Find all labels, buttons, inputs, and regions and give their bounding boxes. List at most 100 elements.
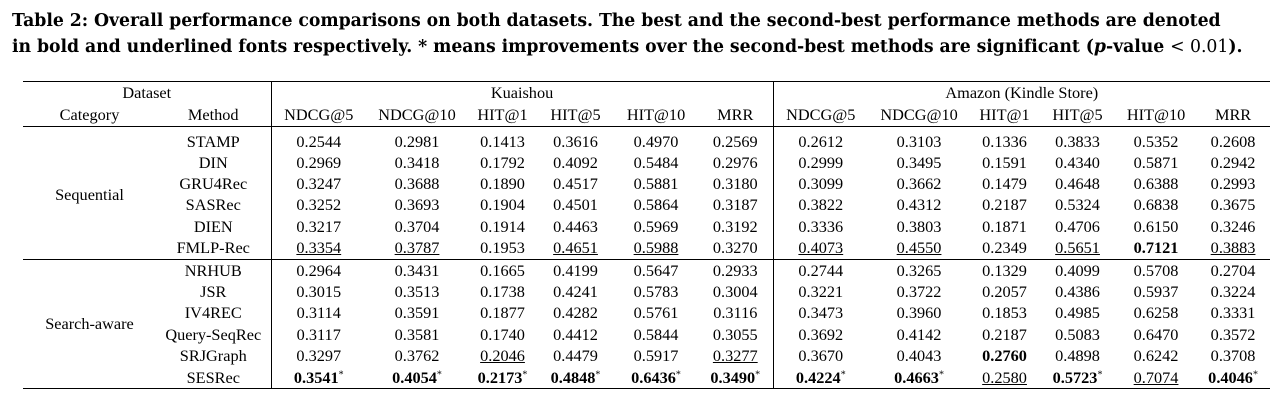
- value-text: 0.6470: [1133, 324, 1179, 344]
- value-text: 0.5651: [1055, 238, 1100, 258]
- value-text: 0.4199: [553, 260, 598, 280]
- value-text: 0.3762: [394, 346, 440, 366]
- value-cell: 0.2704: [1196, 259, 1270, 281]
- value-text: 0.4412: [553, 324, 598, 344]
- value-cell: 0.3246: [1196, 216, 1270, 237]
- value-cell: 0.2349: [970, 237, 1040, 260]
- value-text: 0.1792: [480, 152, 525, 172]
- value-cell: 0.3114: [271, 303, 366, 324]
- metric-header: HIT@5: [537, 104, 615, 127]
- value-text: 0.3581: [394, 324, 440, 344]
- amazon-header: Amazon (Kindle Store): [773, 81, 1271, 104]
- value-text: 0.3541: [293, 367, 339, 387]
- value-cell: 0.4479: [537, 346, 614, 367]
- value-cell: 0.2187: [970, 195, 1039, 216]
- value-text: 0.5844: [633, 324, 679, 344]
- value-cell: 0.3513: [366, 281, 468, 302]
- method-cell: FMLP-Rec: [156, 237, 272, 260]
- value-cell: 0.1914: [468, 216, 537, 237]
- value-text: 0.5969: [633, 216, 679, 236]
- value-cell: 0.4224*: [773, 366, 869, 390]
- value-cell: 0.4517: [537, 173, 614, 194]
- metric-header: HIT@1: [468, 104, 538, 127]
- value-cell: 0.2187: [970, 324, 1039, 345]
- value-text: 0.3187: [712, 195, 758, 215]
- value-cell: 0.5969: [614, 216, 698, 237]
- value-text: 0.4517: [553, 174, 598, 194]
- value-cell: 0.4898: [1039, 346, 1116, 367]
- value-text: 0.4706: [1055, 216, 1100, 236]
- value-cell: 0.6838: [1116, 195, 1196, 216]
- value-cell: 0.4412: [537, 324, 614, 345]
- value-cell: 0.4550: [868, 237, 971, 260]
- value-cell: 0.3762: [366, 346, 468, 367]
- value-text: 0.1740: [480, 324, 525, 344]
- value-text: 0.3670: [798, 346, 844, 366]
- value-cell: 0.3192: [698, 216, 774, 238]
- significance-star: *: [675, 369, 681, 381]
- value-text: 0.2993: [1210, 174, 1256, 194]
- value-cell: 0.3662: [868, 173, 970, 194]
- value-text: 0.4463: [553, 216, 598, 236]
- value-cell: 0.1336: [970, 127, 1039, 153]
- significance-star: *: [1097, 369, 1103, 381]
- value-text: 0.5083: [1055, 324, 1100, 344]
- value-text: 0.3277: [712, 346, 758, 366]
- value-cell: 0.3490*: [698, 366, 774, 390]
- value-text: 0.4648: [1055, 174, 1100, 194]
- value-text: 0.3192: [712, 216, 758, 236]
- method-cell: SASRec: [156, 194, 272, 217]
- value-text: 0.5708: [1133, 260, 1179, 280]
- value-text: 0.3247: [296, 174, 342, 194]
- value-text: 0.2608: [1210, 132, 1256, 151]
- value-cell: 0.5881: [614, 173, 698, 194]
- value-text: 0.1738: [480, 282, 525, 302]
- value-text: 0.3495: [896, 152, 942, 172]
- value-cell: 0.4706: [1039, 216, 1116, 237]
- table-row: Query-SeqRec 0.3117 0.3581 0.1740 0.4412 0.58…: [23, 324, 1270, 346]
- value-cell: 0.3270: [698, 237, 774, 260]
- value-cell: 0.3103: [868, 127, 970, 153]
- value-cell: 0.3277: [698, 345, 774, 367]
- value-cell: 0.5647: [614, 259, 698, 281]
- value-cell: 0.3822: [773, 195, 868, 216]
- value-cell: 0.6436*: [614, 366, 699, 390]
- value-text: 0.3224: [1210, 282, 1256, 302]
- value-text: 0.3693: [394, 195, 440, 215]
- value-cell: 0.1479: [970, 173, 1039, 194]
- value-cell: 0.3722: [868, 281, 970, 302]
- value-text: 0.6242: [1133, 346, 1179, 366]
- value-cell: 0.2942: [1196, 152, 1270, 173]
- value-cell: 0.5324: [1039, 195, 1116, 216]
- value-text: 0.4073: [798, 238, 844, 258]
- value-text: 0.3960: [896, 303, 942, 323]
- value-cell: 0.3247: [271, 173, 366, 194]
- value-cell: 0.4282: [537, 303, 614, 324]
- metric-header: HIT@10: [1116, 104, 1197, 127]
- value-cell: 0.3803: [868, 216, 970, 237]
- value-cell: 0.1853: [970, 303, 1039, 324]
- value-cell: 0.4985: [1039, 303, 1116, 324]
- value-text: 0.3265: [896, 260, 942, 280]
- significance-star: *: [595, 369, 601, 381]
- value-cell: 0.3541*: [271, 366, 367, 390]
- value-cell: 0.5988: [614, 237, 699, 260]
- value-cell: 0.2569: [698, 126, 774, 152]
- value-cell: 0.4663*: [868, 366, 971, 390]
- value-text: 0.1953: [480, 238, 525, 258]
- value-text: 0.3103: [896, 132, 942, 151]
- value-text: 0.3473: [798, 303, 844, 323]
- value-text: 0.1413: [480, 132, 525, 151]
- value-cell: 0.4340: [1039, 152, 1116, 173]
- value-cell: 0.5761: [614, 303, 698, 324]
- value-text: 0.3883: [1210, 238, 1256, 258]
- value-cell: 0.6242: [1116, 346, 1196, 367]
- value-cell: 0.3688: [366, 173, 468, 194]
- value-cell: 0.3473: [773, 303, 868, 324]
- table-row: Sequential STAMP 0.2544 0.2981 0.1413 0.3616 0…: [23, 126, 1270, 260]
- value-text: 0.6436: [631, 367, 676, 387]
- value-text: 0.2580: [982, 367, 1027, 387]
- value-cell: 0.3055: [698, 324, 774, 346]
- value-cell: 0.1877: [468, 303, 537, 324]
- value-text: 0.3015: [296, 282, 342, 302]
